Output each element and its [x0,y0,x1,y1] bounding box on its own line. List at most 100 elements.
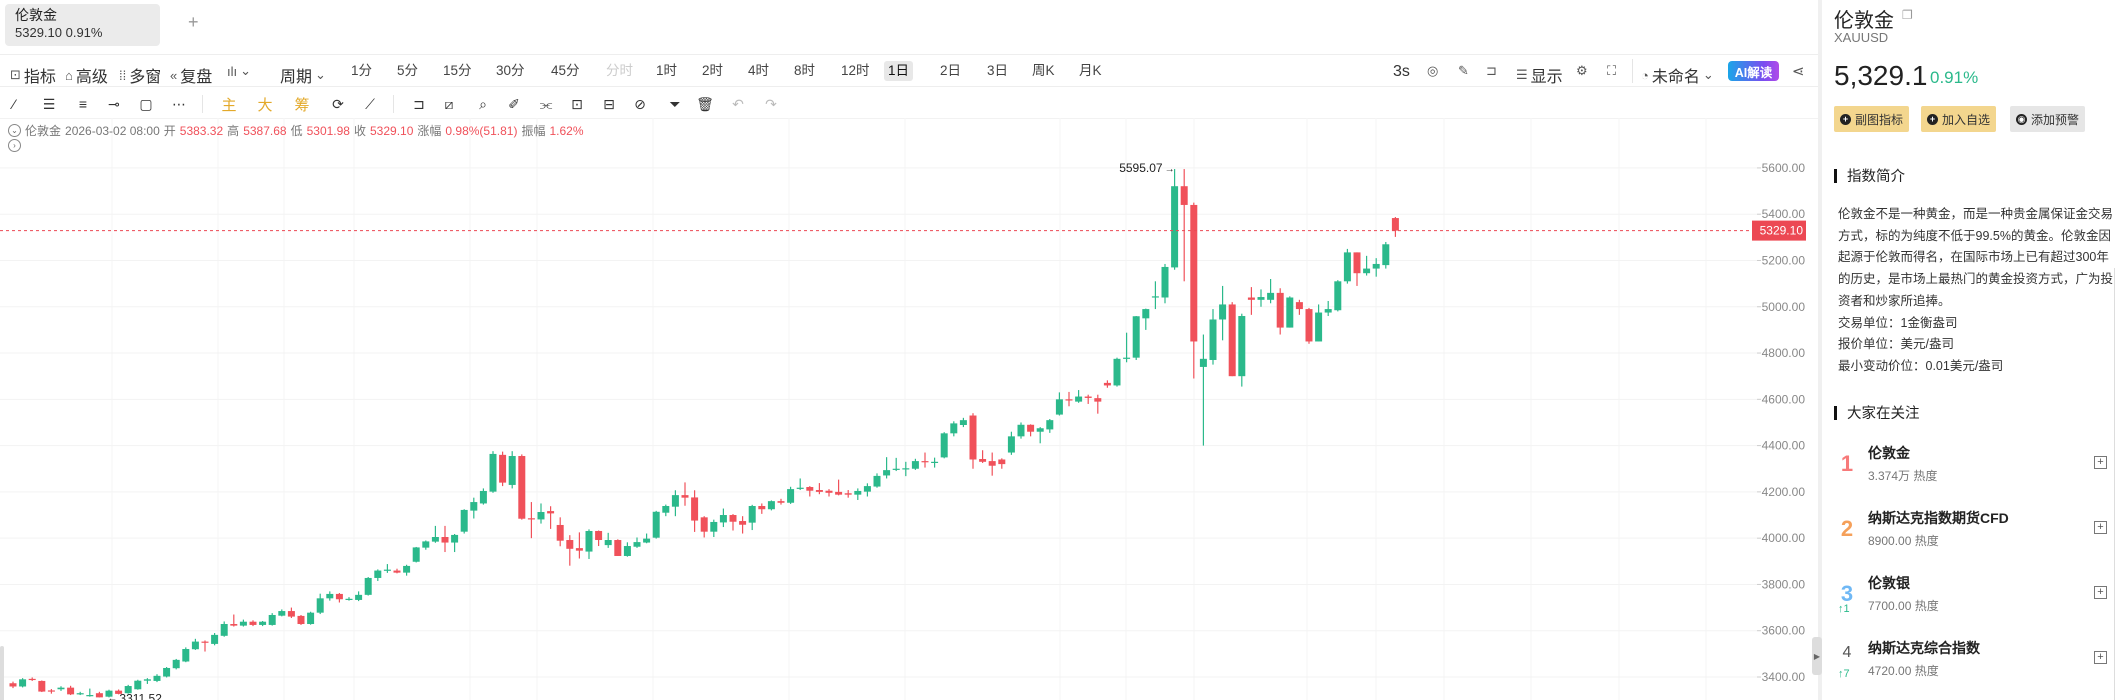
candle [1363,255,1371,276]
refresh-interval[interactable]: 3s [1393,63,1410,80]
candle-body [297,615,305,625]
candle-body [479,490,487,504]
main-icon[interactable]: 主 [221,96,237,114]
add-watchlist-button[interactable]: + 加入自选 [1921,106,1997,132]
candle-body [959,420,967,426]
share-icon[interactable]: ⋖ [1792,63,1805,80]
display-button[interactable]: ☰ 显示 [1516,63,1563,87]
instrument-tab[interactable]: 伦敦金 5329.10 0.91% [5,4,160,46]
sub-chart-indicator-button[interactable]: + 副图指标 [1834,106,1910,132]
replay-button[interactable]: «复盘 [170,63,212,87]
collapse-panel-button[interactable]: ▶ [1812,637,1822,675]
redo-icon[interactable]: ↷ [765,95,777,112]
open-value: 5383.32 [179,123,224,138]
bookmark-icon[interactable]: ⊐ [1486,63,1497,78]
watch-name[interactable]: 纳斯达克指数期货CFD [1868,510,2009,526]
expand-indicators-icon[interactable]: › [8,139,21,152]
period-14[interactable]: 周K [1032,63,1055,78]
candlestick-chart[interactable]: 5600.00 5400.00 5200.00 5000.00 4800.00 4600.… [0,118,1818,700]
y-tick-label: 4800.00 [1762,346,1806,360]
watch-item[interactable]: 1 伦敦金 3.374万 热度 + [1822,443,2117,508]
add-watch-button[interactable]: + [2094,456,2107,469]
period-0[interactable]: 1分 [351,63,373,78]
left-scroll-handle[interactable] [0,646,4,700]
watch-name[interactable]: 纳斯达克综合指数 [1868,640,1980,656]
copy-icon[interactable]: ❐ [1902,8,1913,22]
measure-icon[interactable]: ⟋ [365,95,375,112]
lock-icon[interactable]: ⊡ [571,95,583,112]
settings-icon[interactable]: ⚙ [1576,63,1588,78]
link-icon[interactable]: ⫘ [539,95,553,112]
more-icon[interactable]: ⋯ [172,95,186,112]
watch-name[interactable]: 伦敦银 [1868,575,1910,591]
layout-dropdown[interactable]: ◔ 未命名 ⌄ [1641,63,1714,87]
period-13[interactable]: 3日 [987,63,1009,78]
bookmark-icon[interactable]: ⊐ [413,95,425,112]
horizontal-lines-icon[interactable]: ≡ [78,96,88,112]
add-watch-button[interactable]: + [2094,651,2107,664]
watch-item[interactable]: 4 ↑7 纳斯达克综合指数 4720.00 热度 + [1822,638,2117,700]
fullscreen-icon[interactable]: ⛶ [1607,63,1617,78]
multi-window-button[interactable]: ⁞⁞ 多窗 [119,63,161,87]
ray-icon[interactable]: ⊸ [108,95,120,112]
period-7[interactable]: 2时 [702,63,724,78]
cycle-icon[interactable]: ⟳ [332,95,344,112]
ai-interpret-button[interactable]: AI解读 [1728,61,1779,81]
period-1[interactable]: 5分 [397,63,419,78]
candle [1228,302,1236,377]
add-alert-button[interactable]: ◉ 添加预警 [2010,106,2086,132]
parallel-lines-icon[interactable]: ☰ [42,95,56,112]
add-tab-button[interactable]: + [188,12,199,32]
chart-type-dropdown[interactable]: ılı ⌄ [227,63,251,79]
trend-line-icon[interactable]: ⁄ [12,96,16,112]
watch-name[interactable]: 伦敦金 [1868,445,1910,461]
candle-body [1353,252,1361,274]
candle-body [47,690,55,692]
heading-text: 大家在关注 [1847,406,1920,422]
period-dropdown[interactable]: 周期 ⌄ [280,63,326,87]
add-watch-button[interactable]: + [2094,521,2107,534]
watch-item[interactable]: 2 纳斯达克指数期货CFD 8900.00 热度 + [1822,508,2117,573]
camera-icon[interactable]: ◎ [1427,63,1439,78]
indicator-button[interactable]: ⊡ 指标 [10,63,56,87]
period-8[interactable]: 4时 [748,63,770,78]
candle [412,546,420,563]
period-15[interactable]: 月K [1079,63,1102,78]
period-2[interactable]: 15分 [443,63,472,78]
chip-icon[interactable]: 筹 [294,96,310,114]
brush-icon[interactable]: ✐ [508,95,520,112]
add-watch-button[interactable]: + [2094,586,2107,599]
candle-body [403,565,411,573]
note-icon[interactable]: ⊟ [603,95,615,112]
panel-scrollbar[interactable] [2114,268,2115,700]
magnet-icon[interactable]: ⌕ [479,95,487,112]
period-11[interactable]: 1日 [884,61,914,81]
watch-item[interactable]: 3 ↑1 伦敦银 7700.00 热度 + [1822,573,2117,638]
filter-icon[interactable]: ⏷ [669,95,681,112]
period-4[interactable]: 45分 [551,63,580,78]
period-10[interactable]: 12时 [841,63,870,78]
period-12[interactable]: 2日 [940,63,962,78]
pencil-icon[interactable]: ✎ [1458,63,1469,78]
candle [998,458,1006,469]
period-5[interactable]: 分时 [606,63,633,78]
big-icon[interactable]: 大 [257,96,273,114]
ruler-icon[interactable]: ⧄ [444,95,454,112]
advanced-button[interactable]: ⌂ 高级 [65,63,108,87]
period-9[interactable]: 8时 [794,63,816,78]
period-3[interactable]: 30分 [496,63,525,78]
period-6[interactable]: 1时 [656,63,678,78]
candle-body [489,453,497,492]
panel-change: 0.91% [1930,68,1979,87]
candle [1315,304,1323,342]
hide-icon[interactable]: ⊘ [634,95,646,112]
undo-icon[interactable]: ↶ [732,95,744,112]
collapse-icon[interactable]: ⌄ [8,124,21,137]
candle [95,691,103,698]
delete-icon[interactable]: 🗑 [696,95,714,112]
candle [422,540,430,550]
candle [451,533,459,553]
candle-body [1315,312,1323,342]
candle-body [758,505,766,510]
rectangle-icon[interactable]: ▢ [139,95,153,112]
